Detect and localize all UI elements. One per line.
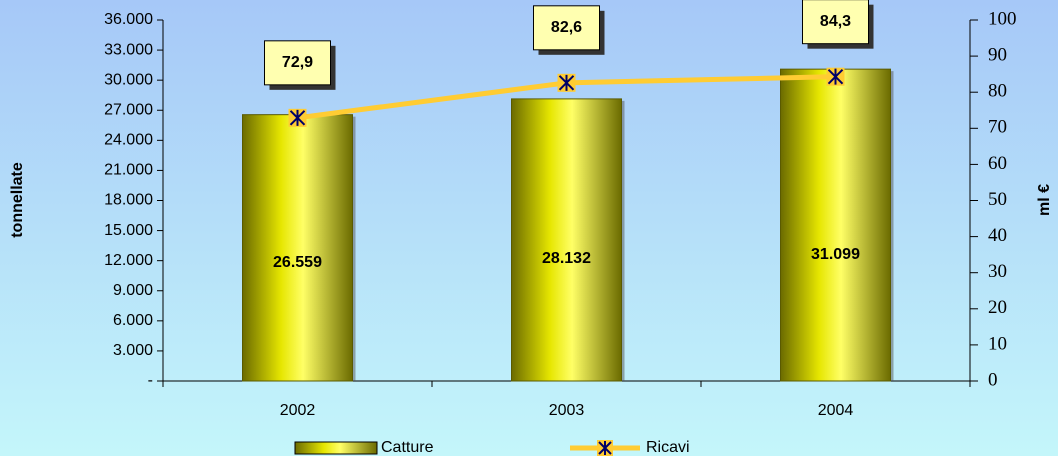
y2-tick-label: 10: [988, 333, 1007, 354]
x-tick-label: 2002: [280, 402, 316, 419]
y2-tick-label: 40: [988, 225, 1007, 246]
y-axis-label: tonnellate: [9, 162, 26, 238]
marker-star: [827, 68, 844, 85]
bar: [511, 98, 622, 382]
bar: [780, 68, 891, 382]
y-tick-label: 24.000: [104, 132, 153, 149]
y2-tick-label: 70: [988, 117, 1007, 138]
y-tick-label: 21.000: [104, 162, 153, 179]
legend-label: Ricavi: [646, 439, 690, 456]
y-tick-label: 18.000: [104, 192, 153, 209]
y2-tick-label: 30: [988, 261, 1007, 282]
bar-value-label: 31.099: [811, 246, 860, 263]
y2-tick-label: 80: [988, 81, 1007, 102]
x-tick-label: 2004: [818, 402, 854, 419]
label-box: [264, 40, 331, 86]
legend-marker-star: [598, 441, 612, 455]
line-value-label: 84,3: [820, 13, 851, 30]
y2-tick-label: 60: [988, 153, 1007, 174]
y-tick-label: 36.000: [104, 11, 153, 28]
y-tick-label: 15.000: [104, 222, 153, 239]
line-value-label: 82,6: [551, 19, 582, 36]
y2-tick-label: 50: [988, 189, 1007, 210]
label-box: [802, 0, 869, 45]
y2-tick-label: 20: [988, 297, 1007, 318]
y-tick-label: 12.000: [104, 252, 153, 269]
y-tick-label: 6.000: [113, 312, 153, 329]
y-tick-label: 33.000: [104, 41, 153, 58]
y-tick-label: -: [148, 372, 153, 389]
y2-tick-label: 0: [988, 369, 998, 390]
line-value-label: 72,9: [282, 54, 313, 71]
bar: [242, 114, 353, 382]
y2-tick-label: 100: [988, 8, 1017, 29]
y-tick-label: 30.000: [104, 71, 153, 88]
label-box: [533, 5, 600, 51]
bar-value-label: 28.132: [542, 250, 591, 267]
marker-star: [289, 109, 306, 126]
y2-axis-label: ml €: [1036, 184, 1053, 216]
y-tick-label: 27.000: [104, 101, 153, 118]
x-tick-label: 2003: [549, 402, 585, 419]
bar-value-label: 26.559: [273, 254, 322, 271]
legend-label: Catture: [381, 439, 434, 456]
y2-tick-label: 90: [988, 44, 1007, 65]
legend-swatch: [294, 441, 378, 455]
marker-star: [558, 74, 575, 91]
y-tick-label: 9.000: [113, 282, 153, 299]
y-tick-label: 3.000: [113, 342, 153, 359]
